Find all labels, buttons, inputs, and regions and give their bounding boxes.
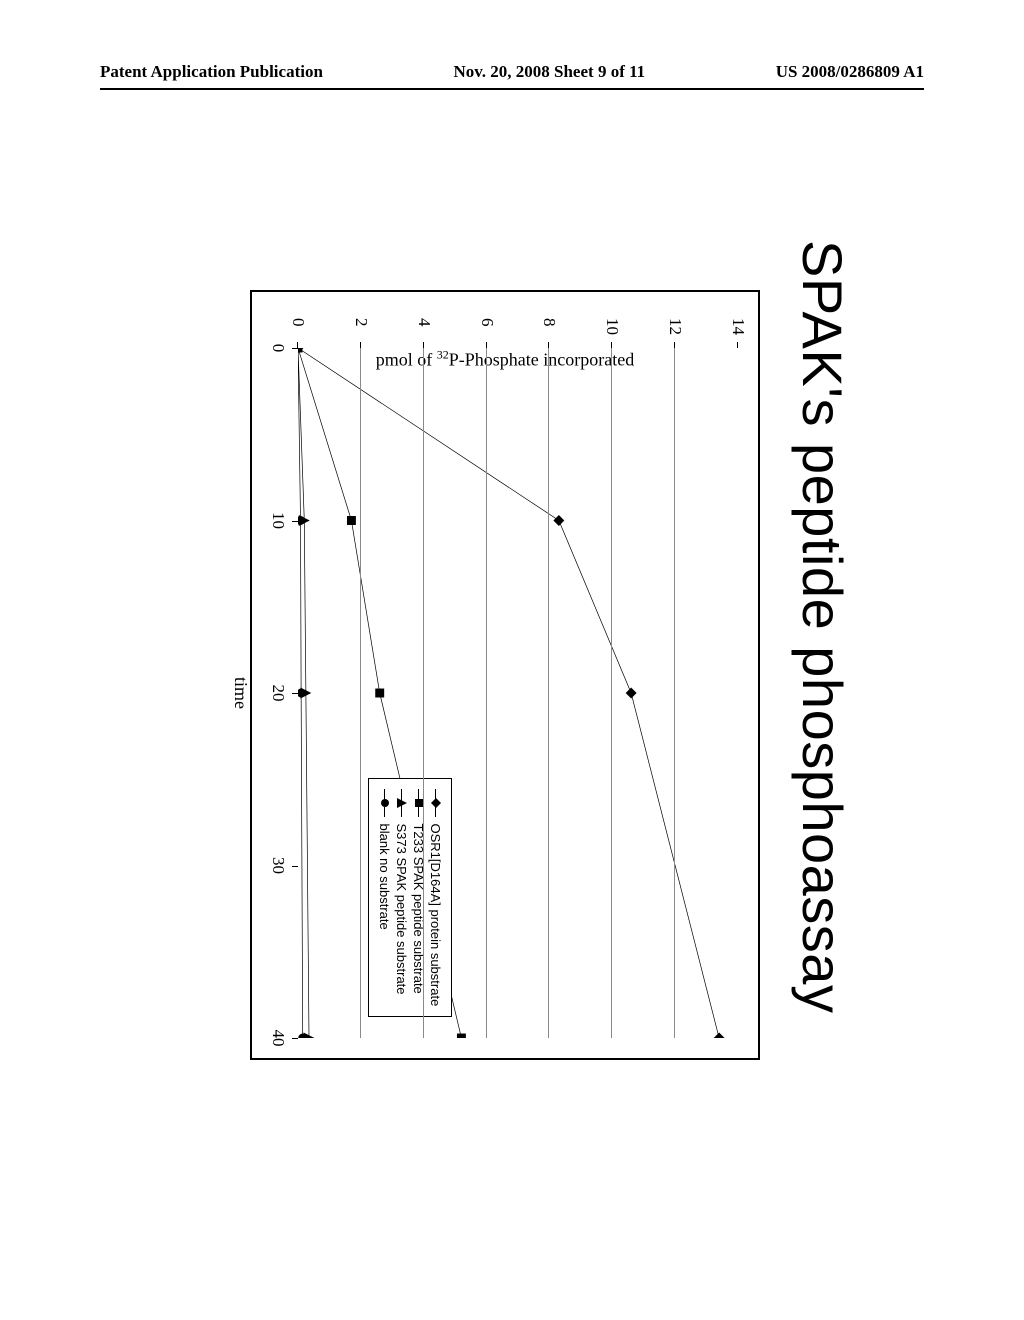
y-tick-label: 2 [351, 318, 371, 327]
y-tick-label: 14 [728, 318, 748, 335]
y-tick-label: 10 [602, 318, 622, 335]
legend: OSR1[D164A] protein substrateT233 SPAK p… [368, 778, 452, 1017]
x-tick-label: 30 [268, 857, 288, 874]
legend-label: T233 SPAK peptide substrate [411, 823, 426, 993]
x-tick-label: 40 [268, 1030, 288, 1047]
data-marker [553, 515, 564, 526]
triangle-marker-icon [395, 789, 409, 817]
plot-area: time OSR1[D164A] protein substrateT233 S… [298, 348, 738, 1038]
chart-box: pmol of 32P-Phosphate incorporated time … [250, 290, 760, 1060]
legend-row: blank no substrate [377, 789, 392, 1006]
data-marker [714, 1033, 725, 1038]
legend-row: OSR1[D164A] protein substrate [428, 789, 443, 1006]
gridline [611, 348, 612, 1038]
circle-marker-icon [378, 789, 392, 817]
header-center: Nov. 20, 2008 Sheet 9 of 11 [453, 62, 645, 82]
data-marker [457, 1034, 466, 1038]
square-marker-icon [412, 789, 426, 817]
data-marker [375, 689, 384, 698]
gridline [548, 348, 549, 1038]
chart-title: SPAK's peptide phosphoassay [790, 200, 855, 1100]
header-divider [100, 88, 924, 90]
data-marker [298, 516, 305, 525]
header-left: Patent Application Publication [100, 62, 323, 82]
y-tick-label: 4 [414, 318, 434, 327]
gridline [674, 348, 675, 1038]
x-axis-label: time [230, 677, 251, 709]
x-tick-label: 10 [268, 512, 288, 529]
page-header: Patent Application Publication Nov. 20, … [0, 62, 1024, 82]
data-marker [347, 516, 356, 525]
legend-row: T233 SPAK peptide substrate [411, 789, 426, 1006]
y-tick-label: 6 [477, 318, 497, 327]
legend-label: OSR1[D164A] protein substrate [428, 823, 443, 1006]
y-tick-label: 12 [665, 318, 685, 335]
gridline [486, 348, 487, 1038]
gridline [423, 348, 424, 1038]
legend-label: blank no substrate [377, 823, 392, 929]
y-tick-label: 8 [539, 318, 559, 327]
x-tick-label: 20 [268, 685, 288, 702]
data-marker [626, 688, 637, 699]
legend-row: S373 SPAK peptide substrate [394, 789, 409, 1006]
legend-label: S373 SPAK peptide substrate [394, 823, 409, 994]
header-right: US 2008/0286809 A1 [776, 62, 924, 82]
figure-container: SPAK's peptide phosphoassay pmol of 32P-… [60, 305, 960, 995]
diamond-marker-icon [429, 789, 443, 817]
marker-svg [298, 348, 738, 1038]
y-tick-label: 0 [288, 318, 308, 327]
x-tick-label: 0 [268, 344, 288, 353]
gridline [360, 348, 361, 1038]
